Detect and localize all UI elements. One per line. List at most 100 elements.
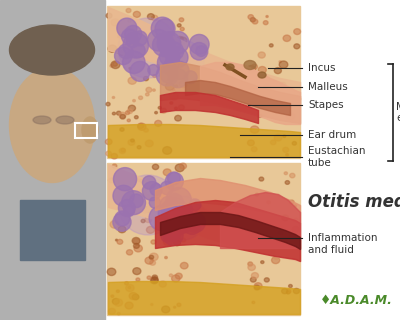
Ellipse shape [112,97,115,99]
Circle shape [164,60,175,72]
Circle shape [179,208,192,221]
Ellipse shape [261,261,264,264]
Ellipse shape [177,303,181,307]
Circle shape [113,185,134,206]
Ellipse shape [289,200,294,204]
Ellipse shape [56,116,74,124]
Ellipse shape [179,18,184,22]
Ellipse shape [114,299,122,306]
Ellipse shape [155,111,158,114]
Circle shape [170,218,187,235]
Circle shape [122,191,146,215]
Ellipse shape [250,18,255,22]
Ellipse shape [294,44,300,49]
Ellipse shape [128,77,136,84]
Ellipse shape [148,14,154,20]
Circle shape [148,65,159,76]
Ellipse shape [145,140,153,147]
Ellipse shape [179,207,186,214]
Ellipse shape [155,120,162,126]
Ellipse shape [174,107,178,109]
Circle shape [170,226,180,236]
Ellipse shape [152,275,158,280]
Ellipse shape [294,245,297,248]
Ellipse shape [119,51,124,55]
Ellipse shape [177,24,181,27]
Ellipse shape [140,179,144,183]
Ellipse shape [157,62,164,69]
Ellipse shape [248,15,254,19]
Ellipse shape [293,288,300,293]
Circle shape [165,222,180,237]
Circle shape [123,33,148,58]
Ellipse shape [112,164,117,168]
Ellipse shape [111,61,120,68]
Circle shape [166,49,180,64]
Ellipse shape [168,204,174,209]
Ellipse shape [146,227,154,233]
Circle shape [165,205,184,224]
Ellipse shape [179,80,188,88]
Ellipse shape [271,250,275,254]
Ellipse shape [254,283,262,289]
Ellipse shape [106,151,111,156]
Ellipse shape [132,294,139,300]
Ellipse shape [118,36,120,38]
Ellipse shape [182,78,186,81]
Ellipse shape [120,115,125,119]
Ellipse shape [137,190,146,197]
Ellipse shape [178,105,184,110]
Ellipse shape [182,207,187,212]
Ellipse shape [252,64,258,69]
Ellipse shape [106,102,110,106]
Bar [75,123,97,138]
Circle shape [158,52,180,74]
Ellipse shape [180,27,184,31]
Ellipse shape [175,116,181,121]
Ellipse shape [141,219,145,223]
Ellipse shape [158,107,161,109]
Ellipse shape [158,193,163,198]
Bar [0,0,105,320]
Circle shape [170,215,188,232]
Ellipse shape [129,292,137,300]
Ellipse shape [121,148,125,152]
Ellipse shape [294,29,301,35]
Circle shape [160,67,176,83]
Ellipse shape [116,111,121,115]
Ellipse shape [171,64,178,70]
Ellipse shape [148,205,150,207]
Circle shape [149,197,160,208]
Circle shape [123,51,145,74]
Ellipse shape [132,237,140,244]
Ellipse shape [244,60,256,69]
Circle shape [168,172,180,185]
Ellipse shape [282,215,289,221]
Circle shape [150,184,162,196]
Ellipse shape [126,111,130,115]
Ellipse shape [133,12,140,17]
Ellipse shape [178,37,187,44]
Circle shape [166,188,191,213]
Ellipse shape [127,31,131,35]
Circle shape [113,213,131,231]
Ellipse shape [108,45,117,52]
Ellipse shape [264,278,269,282]
Ellipse shape [290,234,296,239]
Ellipse shape [149,253,158,260]
Ellipse shape [145,257,153,264]
Circle shape [149,205,174,231]
Ellipse shape [289,284,292,288]
Text: Stapes: Stapes [308,100,344,110]
Ellipse shape [106,13,112,18]
Ellipse shape [161,108,166,113]
Ellipse shape [160,49,163,52]
Ellipse shape [131,139,134,142]
Ellipse shape [169,52,176,59]
Circle shape [118,175,178,235]
Ellipse shape [258,115,262,117]
Circle shape [165,58,175,68]
Ellipse shape [119,148,126,154]
Ellipse shape [263,21,268,25]
Ellipse shape [165,256,167,259]
